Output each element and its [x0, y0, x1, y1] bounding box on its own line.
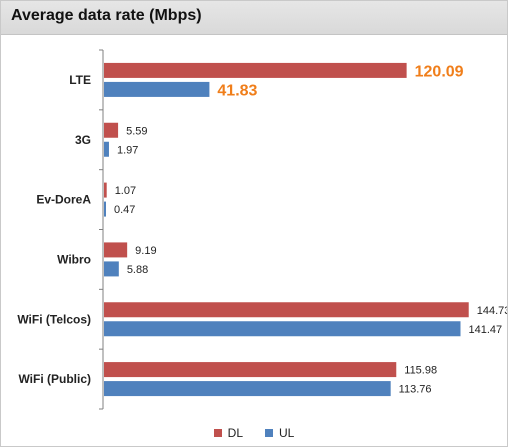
chart-title: Average data rate (Mbps) [11, 7, 202, 24]
data-label-ul: 0.47 [114, 204, 135, 216]
data-label-dl: 5.59 [126, 125, 147, 137]
chart-title-bar: Average data rate (Mbps) [1, 1, 507, 35]
data-label-ul: 113.76 [399, 384, 432, 396]
legend-item-dl: DL [213, 426, 243, 440]
data-label-ul: 41.83 [217, 82, 257, 99]
category-label: Wibro [57, 252, 91, 266]
bar-ul [104, 381, 391, 397]
data-label-ul: 1.97 [117, 144, 138, 156]
category-label: WiFi (Telcos) [17, 312, 91, 326]
bar-dl [104, 302, 469, 318]
bar-dl [104, 62, 407, 78]
bar-ul [104, 261, 119, 277]
bar-ul [104, 81, 210, 97]
bar-dl [104, 182, 107, 198]
legend-label-dl: DL [227, 426, 243, 440]
legend-swatch-ul [265, 429, 273, 437]
bar-chart: LTE 120.09 41.83 3G 5.59 1.97 Ev-DoreA 1.07 0.47… [17, 49, 507, 410]
bar-dl [104, 362, 397, 378]
bar-dl [104, 242, 128, 258]
bar-dl [104, 122, 119, 138]
category-label: LTE [69, 73, 91, 87]
data-label-ul: 5.88 [127, 264, 148, 276]
bar-ul [104, 201, 106, 217]
data-label-dl: 1.07 [115, 185, 136, 197]
legend-swatch-dl [213, 429, 222, 437]
data-label-dl: 115.98 [404, 365, 437, 377]
data-label-dl: 9.19 [135, 245, 156, 257]
data-label-dl: 144.73 [477, 305, 507, 317]
category-label: WiFi (Public) [18, 372, 91, 386]
chart-legend: DL UL [1, 426, 507, 440]
data-label-dl: 120.09 [415, 63, 464, 80]
data-label-ul: 141.47 [469, 324, 503, 336]
category-label: Ev-DoreA [36, 193, 91, 207]
legend-label-ul: UL [279, 426, 295, 440]
legend-item-ul: UL [265, 426, 294, 440]
bar-ul [104, 321, 461, 337]
category-label: 3G [75, 133, 91, 147]
bar-ul [104, 141, 109, 157]
